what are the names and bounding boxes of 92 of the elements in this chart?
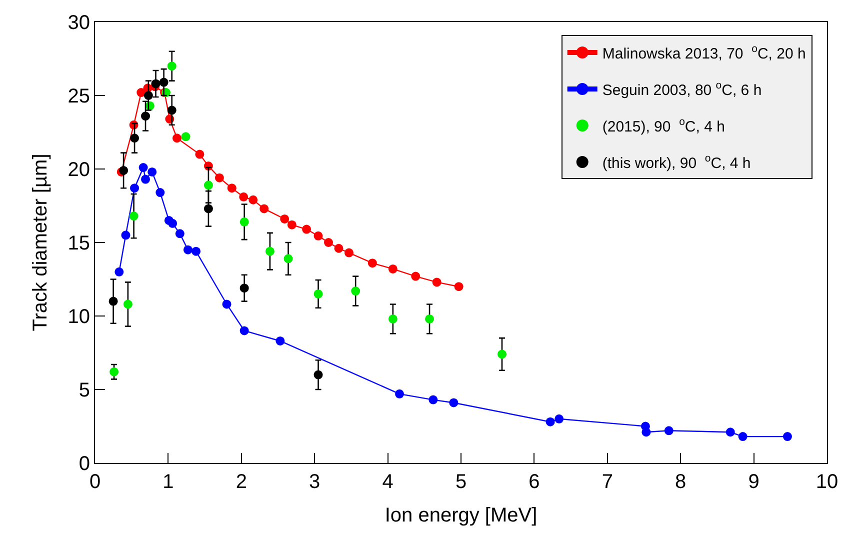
x-axis-title: Ion energy [MeV]: [384, 504, 538, 526]
point: [265, 246, 274, 256]
y-axis-title: Track diameter [µm]: [29, 154, 52, 332]
point: [276, 336, 285, 346]
point: [110, 367, 119, 376]
x-tick-label: 2: [236, 471, 247, 493]
x-tick-label: 9: [748, 471, 760, 493]
point: [240, 326, 249, 336]
point: [314, 231, 323, 240]
legend-label: (this work), 90 $^{o}$C, 4 h: [602, 152, 751, 172]
point: [344, 248, 354, 258]
point: [172, 134, 182, 143]
point: [287, 220, 296, 230]
y-tick-label: 5: [78, 380, 90, 402]
point: [214, 173, 224, 182]
point: [240, 284, 249, 293]
point: [454, 282, 464, 292]
point: [395, 389, 404, 398]
point: [314, 370, 323, 380]
x-tick-label: 8: [675, 471, 686, 493]
point: [192, 246, 201, 256]
point: [204, 204, 213, 214]
point: [782, 432, 792, 442]
x-tick-label: 10: [816, 471, 838, 493]
point: [175, 229, 184, 238]
point: [368, 258, 377, 268]
point: [260, 204, 269, 214]
legend-label: Seguin 2003, 80 $^{o}$C, 6 h: [602, 80, 762, 99]
y-tick-label: 25: [68, 86, 90, 108]
x-tick-label: 4: [382, 471, 394, 493]
point: [141, 174, 150, 184]
point: [239, 192, 248, 202]
point: [130, 184, 140, 193]
point: [388, 314, 398, 324]
point: [151, 79, 160, 88]
point: [130, 134, 140, 143]
y-tick-label: 15: [68, 232, 90, 254]
legend-label: (2015), 90 $^{o}$C, 4 h: [602, 116, 725, 136]
point: [432, 278, 442, 287]
y-tick-label: 10: [68, 306, 90, 328]
x-tick-label: 5: [455, 471, 467, 493]
point: [449, 398, 458, 408]
x-tick-label: 7: [602, 471, 613, 493]
point: [123, 300, 132, 309]
point: [159, 78, 168, 87]
point: [428, 395, 438, 404]
point: [642, 428, 651, 437]
point: [314, 289, 323, 298]
point: [334, 244, 344, 253]
point: [167, 106, 176, 115]
point: [497, 350, 506, 359]
y-tick-label: 20: [68, 159, 90, 181]
x-tick-label: 3: [309, 471, 320, 493]
point: [148, 167, 157, 176]
point: [664, 426, 674, 436]
x-tick-label: 1: [162, 471, 174, 493]
point: [121, 230, 130, 240]
point: [136, 88, 146, 98]
point: [738, 432, 748, 442]
point: [726, 428, 735, 437]
point: [168, 218, 178, 228]
point: [119, 166, 128, 175]
point: [204, 180, 213, 190]
point: [108, 296, 118, 306]
point: [248, 195, 258, 204]
point: [554, 414, 564, 424]
point: [240, 217, 249, 226]
y-tick-label: 0: [78, 453, 90, 475]
point: [302, 224, 312, 234]
point: [425, 314, 434, 324]
point: [324, 238, 334, 247]
y-tick-label: 30: [68, 12, 90, 34]
legend-label: Malinowska 2013, 70 $^{o}$C, 20 h: [602, 43, 806, 62]
point: [181, 132, 190, 142]
x-tick-label: 6: [528, 471, 540, 493]
point: [388, 264, 398, 274]
point: [114, 267, 124, 276]
point: [156, 188, 165, 198]
point: [284, 254, 293, 264]
point: [129, 212, 138, 221]
point: [138, 163, 148, 172]
point: [546, 417, 555, 426]
point: [280, 214, 290, 224]
point: [195, 150, 204, 159]
point: [183, 245, 192, 254]
point: [167, 62, 176, 71]
point: [144, 91, 153, 100]
point: [227, 184, 236, 193]
point: [351, 286, 360, 296]
point: [141, 112, 150, 121]
point: [411, 272, 420, 281]
point: [222, 300, 232, 309]
